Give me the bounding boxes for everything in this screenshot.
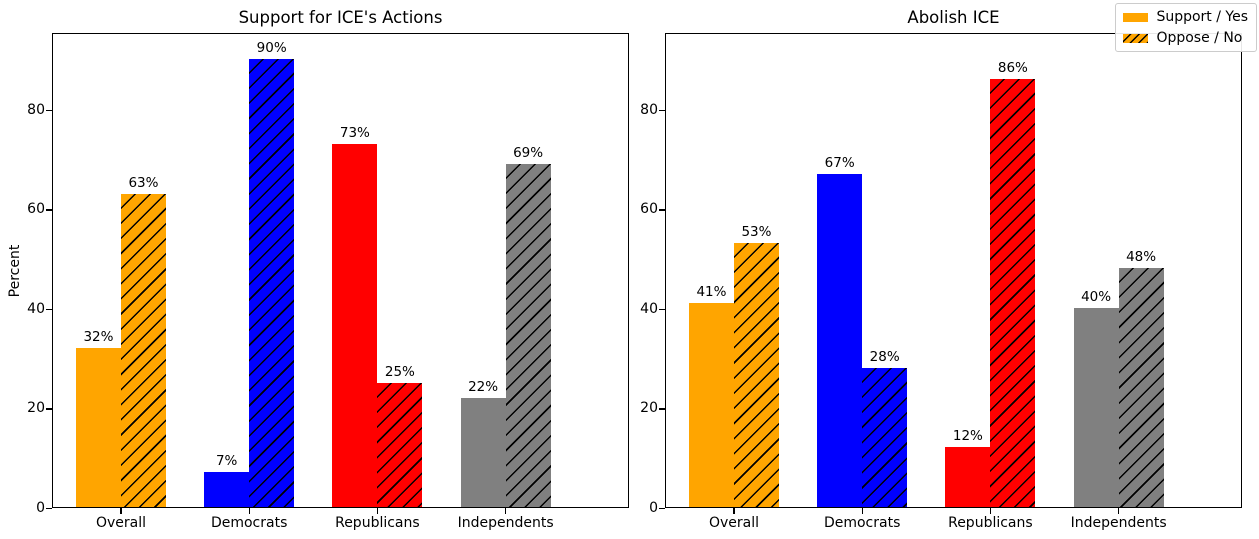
bar-overall-no bbox=[120, 193, 166, 507]
x-tick-label: Democrats bbox=[823, 515, 901, 531]
legend-label: Support / Yes bbox=[1156, 9, 1248, 25]
y-tick bbox=[659, 308, 665, 311]
bar-value-label: 67% bbox=[824, 154, 855, 171]
x-tick bbox=[989, 507, 992, 514]
x-tick bbox=[1117, 507, 1120, 514]
right-chart-title: Abolish ICE bbox=[907, 8, 1000, 27]
y-tick bbox=[46, 109, 52, 112]
bar-independents-no bbox=[505, 163, 551, 507]
y-tick-label: 60 bbox=[27, 201, 45, 218]
bar-independents-yes bbox=[1073, 308, 1119, 507]
left-chart-title: Support for ICE's Actions bbox=[238, 8, 443, 27]
x-tick bbox=[861, 507, 863, 514]
bar-value-label: 53% bbox=[741, 224, 772, 241]
x-tick-label: Independents bbox=[1070, 515, 1167, 531]
x-tick-label: Republicans bbox=[335, 515, 420, 531]
x-tick bbox=[120, 507, 122, 514]
y-tick-label: 0 bbox=[36, 499, 45, 516]
bar-value-label: 48% bbox=[1126, 249, 1157, 266]
bar-republicans-yes bbox=[332, 143, 378, 507]
y-tick-label: 0 bbox=[649, 499, 658, 516]
bar-republicans-no bbox=[377, 382, 423, 507]
bar-value-label: 73% bbox=[339, 124, 370, 141]
bar-independents-yes bbox=[460, 397, 506, 507]
y-tick-label: 60 bbox=[640, 201, 658, 218]
bar-value-label: 22% bbox=[468, 378, 499, 395]
y-tick-label: 80 bbox=[27, 101, 45, 118]
bar-value-label: 12% bbox=[952, 428, 983, 445]
bar-value-label: 28% bbox=[869, 348, 900, 365]
x-tick-label: Republicans bbox=[948, 515, 1033, 531]
x-tick-label: Independents bbox=[457, 515, 554, 531]
right-chart: 0 20 40 60 80 Overall 41% 53% Democrats 67% 28% Rep… bbox=[640, 33, 1242, 531]
bar-value-label: 90% bbox=[256, 40, 287, 57]
bar-value-label: 63% bbox=[128, 174, 159, 191]
x-tick-label: Democrats bbox=[210, 515, 288, 531]
bar-republicans-yes bbox=[945, 447, 991, 507]
bar-independents-no bbox=[1118, 268, 1164, 507]
bar-overall-yes bbox=[688, 303, 734, 507]
left-chart: 0 20 40 60 80 Overall 32% 63% Democrats 7% 90% Repu… bbox=[27, 33, 629, 531]
x-tick bbox=[504, 507, 507, 514]
legend-item-support: Support / Yes bbox=[1123, 9, 1248, 25]
x-tick bbox=[733, 507, 735, 514]
bar-value-label: 69% bbox=[513, 144, 544, 161]
legend-swatch-hatched bbox=[1123, 33, 1149, 43]
y-tick bbox=[46, 209, 52, 211]
bar-democrats-no bbox=[862, 367, 908, 507]
y-tick-label: 40 bbox=[640, 300, 658, 317]
y-tick-label: 80 bbox=[640, 101, 658, 118]
y-tick-label: 40 bbox=[27, 300, 45, 317]
x-tick bbox=[248, 507, 250, 514]
x-tick-label: Overall bbox=[95, 515, 146, 531]
bar-overall-no bbox=[733, 243, 779, 507]
y-axis-label: Percent bbox=[7, 244, 23, 297]
bar-value-label: 86% bbox=[997, 60, 1028, 77]
legend-swatch-solid bbox=[1123, 12, 1149, 22]
bar-value-label: 25% bbox=[384, 363, 415, 380]
bar-democrats-no bbox=[249, 59, 295, 507]
legend: Support / Yes Oppose / No bbox=[1115, 3, 1257, 52]
x-tick-label: Overall bbox=[708, 515, 759, 531]
bar-democrats-yes bbox=[204, 472, 250, 507]
y-tick bbox=[659, 209, 665, 211]
y-tick bbox=[659, 109, 665, 112]
bar-democrats-yes bbox=[817, 173, 863, 507]
bar-overall-yes bbox=[75, 347, 121, 507]
legend-item-oppose: Oppose / No bbox=[1123, 30, 1248, 46]
y-tick-label: 20 bbox=[27, 400, 45, 417]
bar-value-label: 41% bbox=[696, 284, 727, 301]
bar-value-label: 7% bbox=[215, 453, 238, 470]
legend-label: Oppose / No bbox=[1156, 30, 1243, 46]
y-tick bbox=[46, 308, 52, 311]
bar-value-label: 32% bbox=[83, 328, 114, 345]
y-tick bbox=[659, 507, 665, 509]
y-tick-label: 20 bbox=[640, 400, 658, 417]
y-tick bbox=[659, 408, 665, 410]
bar-value-label: 40% bbox=[1081, 289, 1112, 306]
y-tick bbox=[46, 408, 52, 410]
y-tick bbox=[46, 507, 52, 509]
x-tick bbox=[376, 507, 379, 514]
bar-republicans-no bbox=[990, 79, 1036, 507]
